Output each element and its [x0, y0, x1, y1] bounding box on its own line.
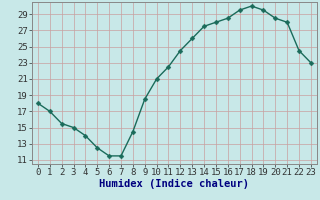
X-axis label: Humidex (Indice chaleur): Humidex (Indice chaleur) [100, 179, 249, 189]
